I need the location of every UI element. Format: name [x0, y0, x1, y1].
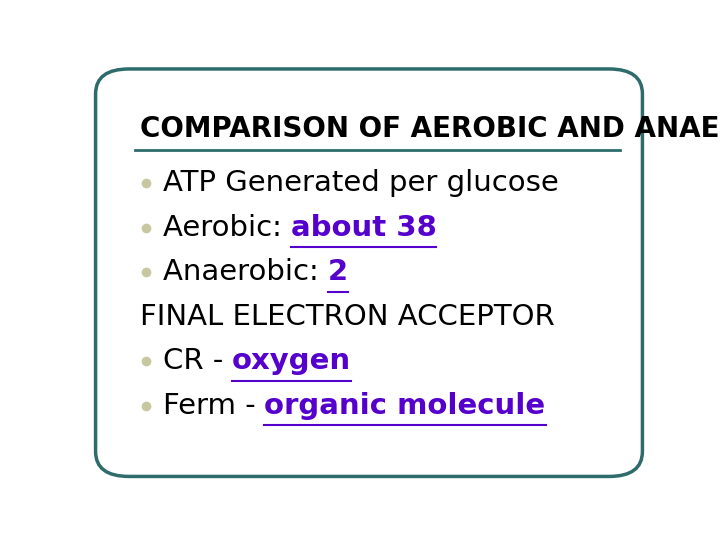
Text: ATP Generated per glucose: ATP Generated per glucose [163, 170, 558, 197]
Text: about 38: about 38 [291, 214, 436, 242]
Text: Aerobic:: Aerobic: [163, 214, 291, 242]
Text: oxygen: oxygen [232, 347, 351, 375]
Text: organic molecule: organic molecule [264, 392, 546, 420]
Text: Anaerobic:: Anaerobic: [163, 258, 328, 286]
Text: COMPARISON OF AEROBIC AND ANAEROBIC: COMPARISON OF AEROBIC AND ANAEROBIC [140, 115, 720, 143]
Text: Ferm -: Ferm - [163, 392, 264, 420]
Text: FINAL ELECTRON ACCEPTOR: FINAL ELECTRON ACCEPTOR [140, 303, 555, 331]
FancyBboxPatch shape [96, 69, 642, 476]
Text: 2: 2 [328, 258, 348, 286]
Text: CR -: CR - [163, 347, 232, 375]
